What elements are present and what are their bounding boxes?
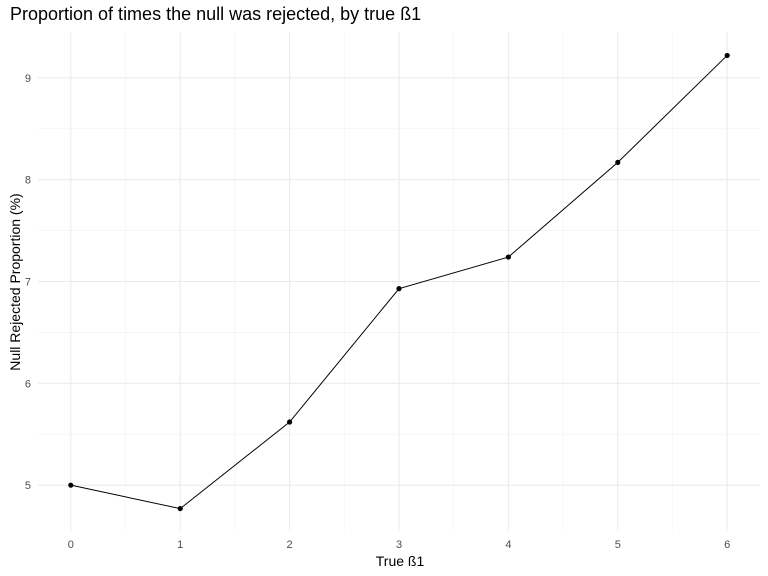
x-tick-label: 4 [505, 539, 511, 551]
major-gridlines [38, 32, 760, 531]
y-axis-title: Null Rejected Proportion (%) [7, 193, 23, 370]
x-tick-label: 6 [724, 539, 730, 551]
x-axis-title: True ß1 [376, 553, 425, 569]
y-tick-label: 8 [25, 175, 31, 187]
data-point [724, 52, 730, 59]
data-point [68, 482, 74, 488]
x-tick-label: 0 [68, 539, 74, 551]
data-point [287, 419, 293, 425]
x-tick-label: 1 [177, 539, 183, 551]
y-tick-labels: 5 6 7 8 9 [25, 73, 31, 492]
x-tick-label: 3 [396, 539, 402, 551]
x-tick-label: 5 [615, 539, 621, 551]
y-tick-label: 7 [25, 277, 31, 289]
x-tick-labels: 0 1 2 3 4 5 6 [68, 539, 730, 551]
y-tick-label: 6 [25, 378, 31, 390]
y-tick-label: 5 [25, 480, 31, 492]
data-point [396, 286, 402, 292]
y-tick-label: 9 [25, 73, 31, 85]
data-point [505, 254, 511, 260]
x-tick-label: 2 [287, 539, 293, 551]
data-points [68, 52, 730, 512]
data-point [177, 505, 183, 512]
data-point [615, 159, 621, 165]
chart-title: Proportion of times the null was rejecte… [10, 4, 422, 24]
